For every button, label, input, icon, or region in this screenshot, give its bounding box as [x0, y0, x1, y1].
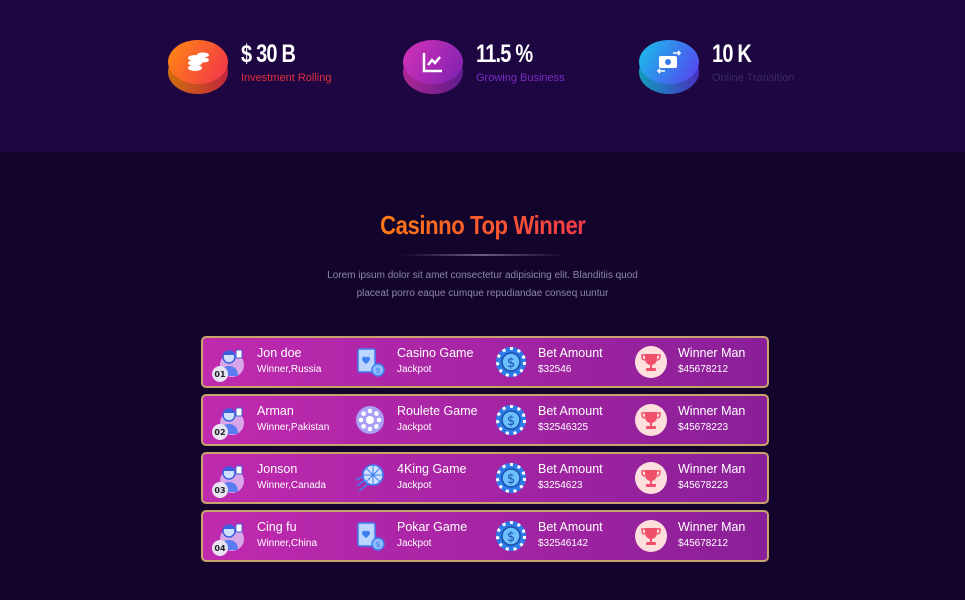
chip-icon: $ — [495, 346, 527, 378]
cards-icon: $ — [354, 520, 386, 552]
bet-amount: $32546325 — [538, 422, 589, 433]
winner-location: Winner,Canada — [257, 480, 326, 491]
section-title: Casinno Top Winner — [379, 210, 586, 240]
stat-value: 11.5 % — [476, 40, 533, 68]
svg-text:$: $ — [375, 366, 380, 375]
bet-label: Bet Amount — [538, 346, 603, 360]
winner-name: Arman — [257, 404, 294, 418]
svg-text:$: $ — [507, 530, 515, 545]
bet-amount: $32546 — [538, 364, 572, 375]
win-label: Winner Man — [678, 404, 746, 418]
bet-amount: $3254623 — [538, 480, 583, 491]
ball-icon — [354, 462, 386, 494]
bet-label: Bet Amount — [538, 404, 603, 418]
winner-location: Winner,Pakistan — [257, 422, 330, 433]
game-name: Roulete Game — [397, 404, 478, 418]
winner-location: Winner,Russia — [257, 364, 322, 375]
win-label: Winner Man — [678, 520, 746, 534]
win-amount: $45678223 — [678, 422, 729, 433]
game-name: Pokar Game — [397, 520, 468, 534]
game-name: 4King Game — [397, 462, 467, 476]
game-sub: Jackpot — [397, 538, 432, 549]
section-description: Lorem ipsum dolor sit amet consectetur a… — [327, 270, 638, 299]
stat-label: Investment Rolling — [241, 72, 332, 84]
player-icon: 04 — [212, 520, 246, 556]
money-transfer-icon — [639, 40, 699, 94]
bet-label: Bet Amount — [538, 520, 603, 534]
win-label: Winner Man — [678, 462, 746, 476]
game-sub: Jackpot — [397, 364, 432, 375]
chip-icon: $ — [495, 520, 527, 552]
svg-text:$: $ — [507, 356, 515, 371]
svg-text:$: $ — [507, 414, 515, 429]
stat-label: Growing Business — [476, 72, 565, 84]
trophy-icon — [635, 346, 667, 378]
rank-badge: 01 — [212, 366, 228, 382]
cards-icon: $ — [354, 346, 386, 378]
winner-row[interactable]: 04 Cing fu Winner,China $ Pokar Game Jackp… — [201, 510, 769, 562]
stats-band — [0, 0, 965, 152]
win-amount: $45678223 — [678, 480, 729, 491]
rank-badge: 03 — [212, 482, 228, 498]
coins-icon — [168, 40, 228, 94]
win-amount: $45678212 — [678, 538, 729, 549]
svg-text:$: $ — [375, 540, 380, 549]
game-name: Casino Game — [397, 346, 474, 360]
stat-label: Online Transition — [712, 72, 795, 84]
winner-row[interactable]: 01 Jon doe Winner,Russia $ Casino Game Jac… — [201, 336, 769, 388]
winner-row[interactable]: 02 Arman Winner,Pakistan Roulete Game Jack… — [201, 394, 769, 446]
trophy-icon — [635, 462, 667, 494]
win-label: Winner Man — [678, 346, 746, 360]
stat-value: $ 30 B — [241, 40, 296, 68]
player-icon: 02 — [212, 404, 246, 440]
winner-row[interactable]: 03 Jonson Winner,Canada 4King Game Jackpot… — [201, 452, 769, 504]
bet-label: Bet Amount — [538, 462, 603, 476]
title-divider — [400, 254, 565, 256]
player-icon: 03 — [212, 462, 246, 498]
svg-text:$: $ — [507, 472, 515, 487]
winner-name: Jonson — [257, 462, 298, 476]
roulette-icon — [354, 404, 386, 436]
game-sub: Jackpot — [397, 422, 432, 433]
bet-amount: $32546142 — [538, 538, 589, 549]
chip-icon: $ — [495, 462, 527, 494]
winner-location: Winner,China — [257, 538, 318, 549]
game-sub: Jackpot — [397, 480, 432, 491]
chip-icon: $ — [495, 404, 527, 436]
winner-name: Jon doe — [257, 346, 302, 360]
win-amount: $45678212 — [678, 364, 729, 375]
rank-badge: 04 — [212, 540, 228, 556]
player-icon: 01 — [212, 346, 246, 382]
trophy-icon — [635, 520, 667, 552]
trophy-icon — [635, 404, 667, 436]
rank-badge: 02 — [212, 424, 228, 440]
chart-line-icon — [403, 40, 463, 94]
stat-value: 10 K — [712, 40, 752, 68]
winner-name: Cing fu — [257, 520, 297, 534]
